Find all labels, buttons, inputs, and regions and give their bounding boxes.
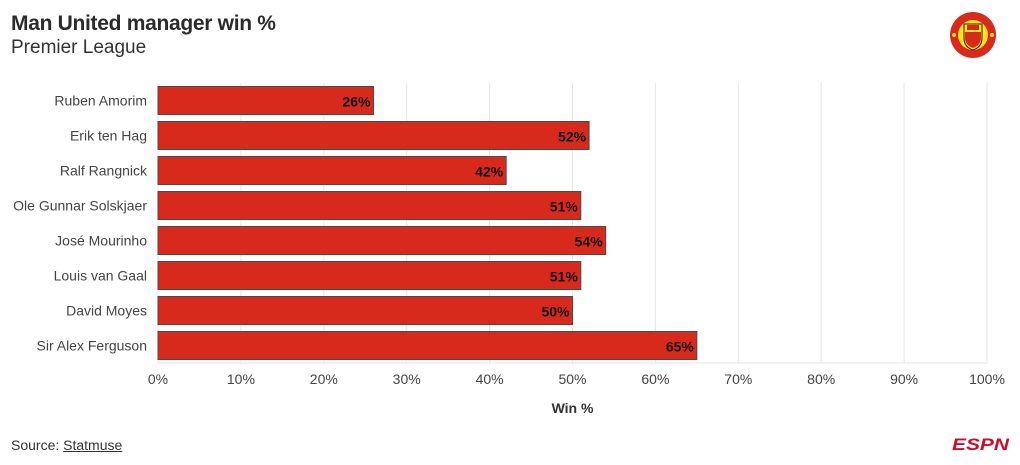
espn-logo: ESPN — [952, 436, 1010, 452]
x-tick-label: 60% — [641, 371, 669, 387]
bar — [157, 191, 582, 220]
source-link[interactable]: Statmuse — [63, 437, 123, 453]
x-tick-label: 50% — [558, 371, 586, 387]
y-category-label: Erik ten Hag — [70, 128, 147, 144]
source-label: Source: — [11, 437, 60, 453]
bar-chart: 0% 10% 20% 30% 40% 50% 60% 70% 80% 90% 100% Ruben A… — [13, 83, 1005, 416]
bar-data-label: 26% — [343, 94, 372, 110]
bar — [157, 121, 590, 150]
bar — [157, 226, 607, 255]
y-category-label: Sir Alex Ferguson — [37, 338, 148, 354]
bar-data-label: 51% — [550, 199, 579, 215]
bar — [157, 261, 582, 290]
y-category-label: Ole Gunnar Solskjaer — [13, 198, 147, 214]
svg-text:ESPN: ESPN — [952, 436, 1010, 452]
bar — [157, 86, 375, 115]
manchester-united-crest-logo — [950, 12, 996, 58]
x-tick-label: 0% — [148, 371, 168, 387]
bar-data-label: 50% — [541, 304, 570, 320]
chart-title: Man United manager win % — [11, 12, 276, 35]
x-tick-label: 20% — [310, 371, 338, 387]
bar-data-label: 42% — [475, 164, 504, 180]
chart-subtitle: Premier League — [11, 37, 147, 58]
bar-data-label: 51% — [550, 269, 579, 285]
x-tick-label: 80% — [807, 371, 835, 387]
bar — [157, 331, 698, 360]
bar — [157, 296, 573, 325]
bar-data-label: 52% — [558, 129, 587, 145]
x-tick-label: 40% — [476, 371, 504, 387]
x-tick-label: 30% — [393, 371, 421, 387]
y-category-label: Louis van Gaal — [54, 268, 147, 284]
bar-data-label: 65% — [666, 339, 695, 355]
y-category-label: David Moyes — [66, 303, 147, 319]
bar-data-label: 54% — [575, 234, 604, 250]
x-tick-label: 70% — [724, 371, 752, 387]
x-tick-label: 10% — [227, 371, 255, 387]
x-axis-title: Win % — [552, 400, 594, 416]
y-category-label: Ralf Rangnick — [60, 163, 148, 179]
x-tick-label: 90% — [890, 371, 918, 387]
x-tick-label: 100% — [969, 371, 1005, 387]
bar — [157, 156, 507, 185]
y-category-label: José Mourinho — [55, 233, 147, 249]
y-category-label: Ruben Amorim — [54, 93, 147, 109]
source-note: Source: Statmuse — [11, 437, 122, 453]
